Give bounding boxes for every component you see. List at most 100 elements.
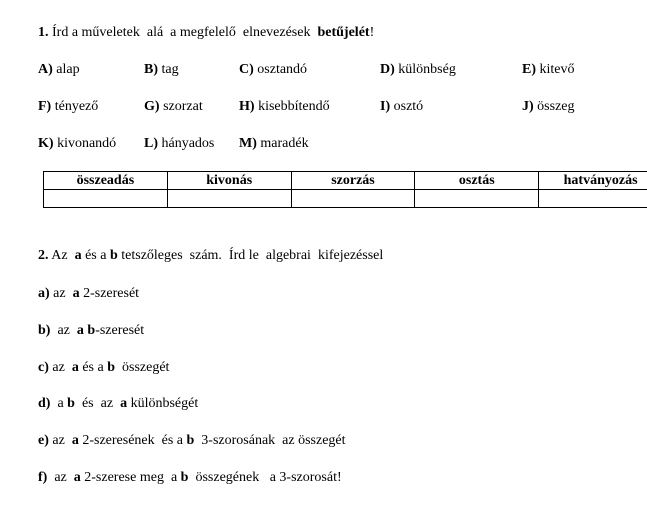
option-label: kisebbítendő <box>254 99 330 114</box>
option-letter: A) <box>38 62 53 77</box>
option-label: hányados <box>158 136 215 151</box>
text: az <box>47 470 74 485</box>
option-label: maradék <box>256 136 309 151</box>
option-item: A) alap <box>38 62 80 78</box>
task2-item: c) az a és a b összegét <box>38 360 169 376</box>
task1-title: 1. Írd a műveletek alá a megfelelő elnev… <box>38 25 374 41</box>
bold-text: b <box>67 396 75 412</box>
text: különbségét <box>127 396 199 412</box>
option-letter: J) <box>522 99 534 114</box>
bold-text: a <box>71 433 79 449</box>
bold-text: a b <box>76 322 96 338</box>
bold-text: 1. <box>38 25 49 40</box>
answer-cell[interactable] <box>414 189 540 208</box>
table-answer-row <box>43 189 647 208</box>
text: az <box>48 433 72 449</box>
bold-text: b <box>109 248 118 263</box>
text: az <box>50 322 77 338</box>
bold-text: d) <box>38 396 51 412</box>
option-letter: H) <box>239 99 255 114</box>
text: Írd a műveletek alá a megfelelő elnevezé… <box>48 25 318 40</box>
option-label: alap <box>52 62 80 77</box>
text: 2-szeresét <box>79 286 140 301</box>
option-item: B) tag <box>144 62 179 78</box>
text: 3-szorosának az összegét <box>194 433 346 449</box>
bold-text: e) <box>38 433 49 449</box>
option-item: C) osztandó <box>239 62 307 78</box>
text: ! <box>369 25 375 40</box>
option-letter: L) <box>144 136 158 151</box>
option-letter: M) <box>239 136 257 151</box>
bold-text: betűjelét <box>317 25 370 40</box>
text: és az <box>74 396 121 412</box>
bold-text: c) <box>38 359 49 375</box>
option-letter: K) <box>38 136 54 151</box>
option-item: E) kitevő <box>522 62 575 78</box>
text: tetszőleges szám. Írd le algebrai kifeje… <box>117 248 384 263</box>
text: -szeresét <box>95 322 145 338</box>
option-item: F) tényező <box>38 99 98 115</box>
task2-item: e) az a 2-szeresének és a b 3-szorosának… <box>38 433 346 449</box>
option-letter: F) <box>38 99 52 114</box>
option-item: K) kivonandó <box>38 136 116 152</box>
option-label: különbség <box>394 62 456 77</box>
task2-title: 2. Az a és a b tetszőleges szám. Írd le … <box>38 248 383 264</box>
bold-text: b <box>107 359 116 375</box>
answer-cell[interactable] <box>290 189 416 208</box>
table-header-cell: kivonás <box>166 171 292 190</box>
text: összegét <box>115 359 170 375</box>
option-item: J) összeg <box>522 99 575 115</box>
text: a <box>50 396 68 412</box>
option-letter: I) <box>380 99 391 114</box>
option-letter: C) <box>239 62 254 77</box>
text: összegének a 3-szorosát! <box>188 470 342 485</box>
answer-table: összeadás kivonás szorzás osztás hatványozás <box>43 171 647 208</box>
option-item: D) különbség <box>380 62 456 78</box>
bold-text: a <box>74 248 82 263</box>
text: 2-szeresének és a <box>78 433 187 449</box>
bold-text: a <box>120 396 128 412</box>
option-label: tag <box>158 62 179 77</box>
option-item: I) osztó <box>380 99 423 115</box>
option-label: osztandó <box>253 62 308 77</box>
bold-text: 2. <box>38 248 49 263</box>
option-label: tényező <box>51 99 99 114</box>
bold-text: b) <box>38 322 51 338</box>
option-item: G) szorzat <box>144 99 203 115</box>
option-letter: D) <box>380 62 395 77</box>
option-label: kitevő <box>536 62 575 77</box>
bold-text: a <box>71 359 79 375</box>
bold-text: a <box>72 286 80 301</box>
table-header-cell: összeadás <box>43 171 168 190</box>
option-item: H) kisebbítendő <box>239 99 330 115</box>
task2-item: f) az a 2-szerese meg a b összegének a 3… <box>38 470 342 486</box>
option-label: osztó <box>390 99 424 114</box>
option-letter: E) <box>522 62 536 77</box>
answer-cell[interactable] <box>43 189 168 208</box>
option-letter: G) <box>144 99 160 114</box>
table-header-cell: szorzás <box>290 171 416 190</box>
bold-text: b <box>180 470 189 485</box>
option-label: szorzat <box>159 99 203 114</box>
answer-cell[interactable] <box>538 189 647 208</box>
text: és a <box>81 248 110 263</box>
text: az <box>48 359 72 375</box>
answer-cell[interactable] <box>166 189 292 208</box>
bold-text: b <box>186 433 195 449</box>
text: az <box>49 286 73 301</box>
bold-text: a) <box>38 286 50 301</box>
table-header-cell: osztás <box>414 171 540 190</box>
table-header-row: összeadás kivonás szorzás osztás hatványozás <box>43 171 647 190</box>
option-item: L) hányados <box>144 136 214 152</box>
text: Az <box>48 248 75 263</box>
option-letter: B) <box>144 62 158 77</box>
task2-item: d) a b és az a különbségét <box>38 396 198 412</box>
text: 2-szerese meg a <box>80 470 181 485</box>
task2-item: b) az a b-szeresét <box>38 323 144 339</box>
text: és a <box>78 359 108 375</box>
option-label: kivonandó <box>53 136 117 151</box>
table-header-cell: hatványozás <box>538 171 647 190</box>
option-item: M) maradék <box>239 136 309 152</box>
bold-text: a <box>73 470 81 485</box>
option-label: összeg <box>533 99 575 114</box>
